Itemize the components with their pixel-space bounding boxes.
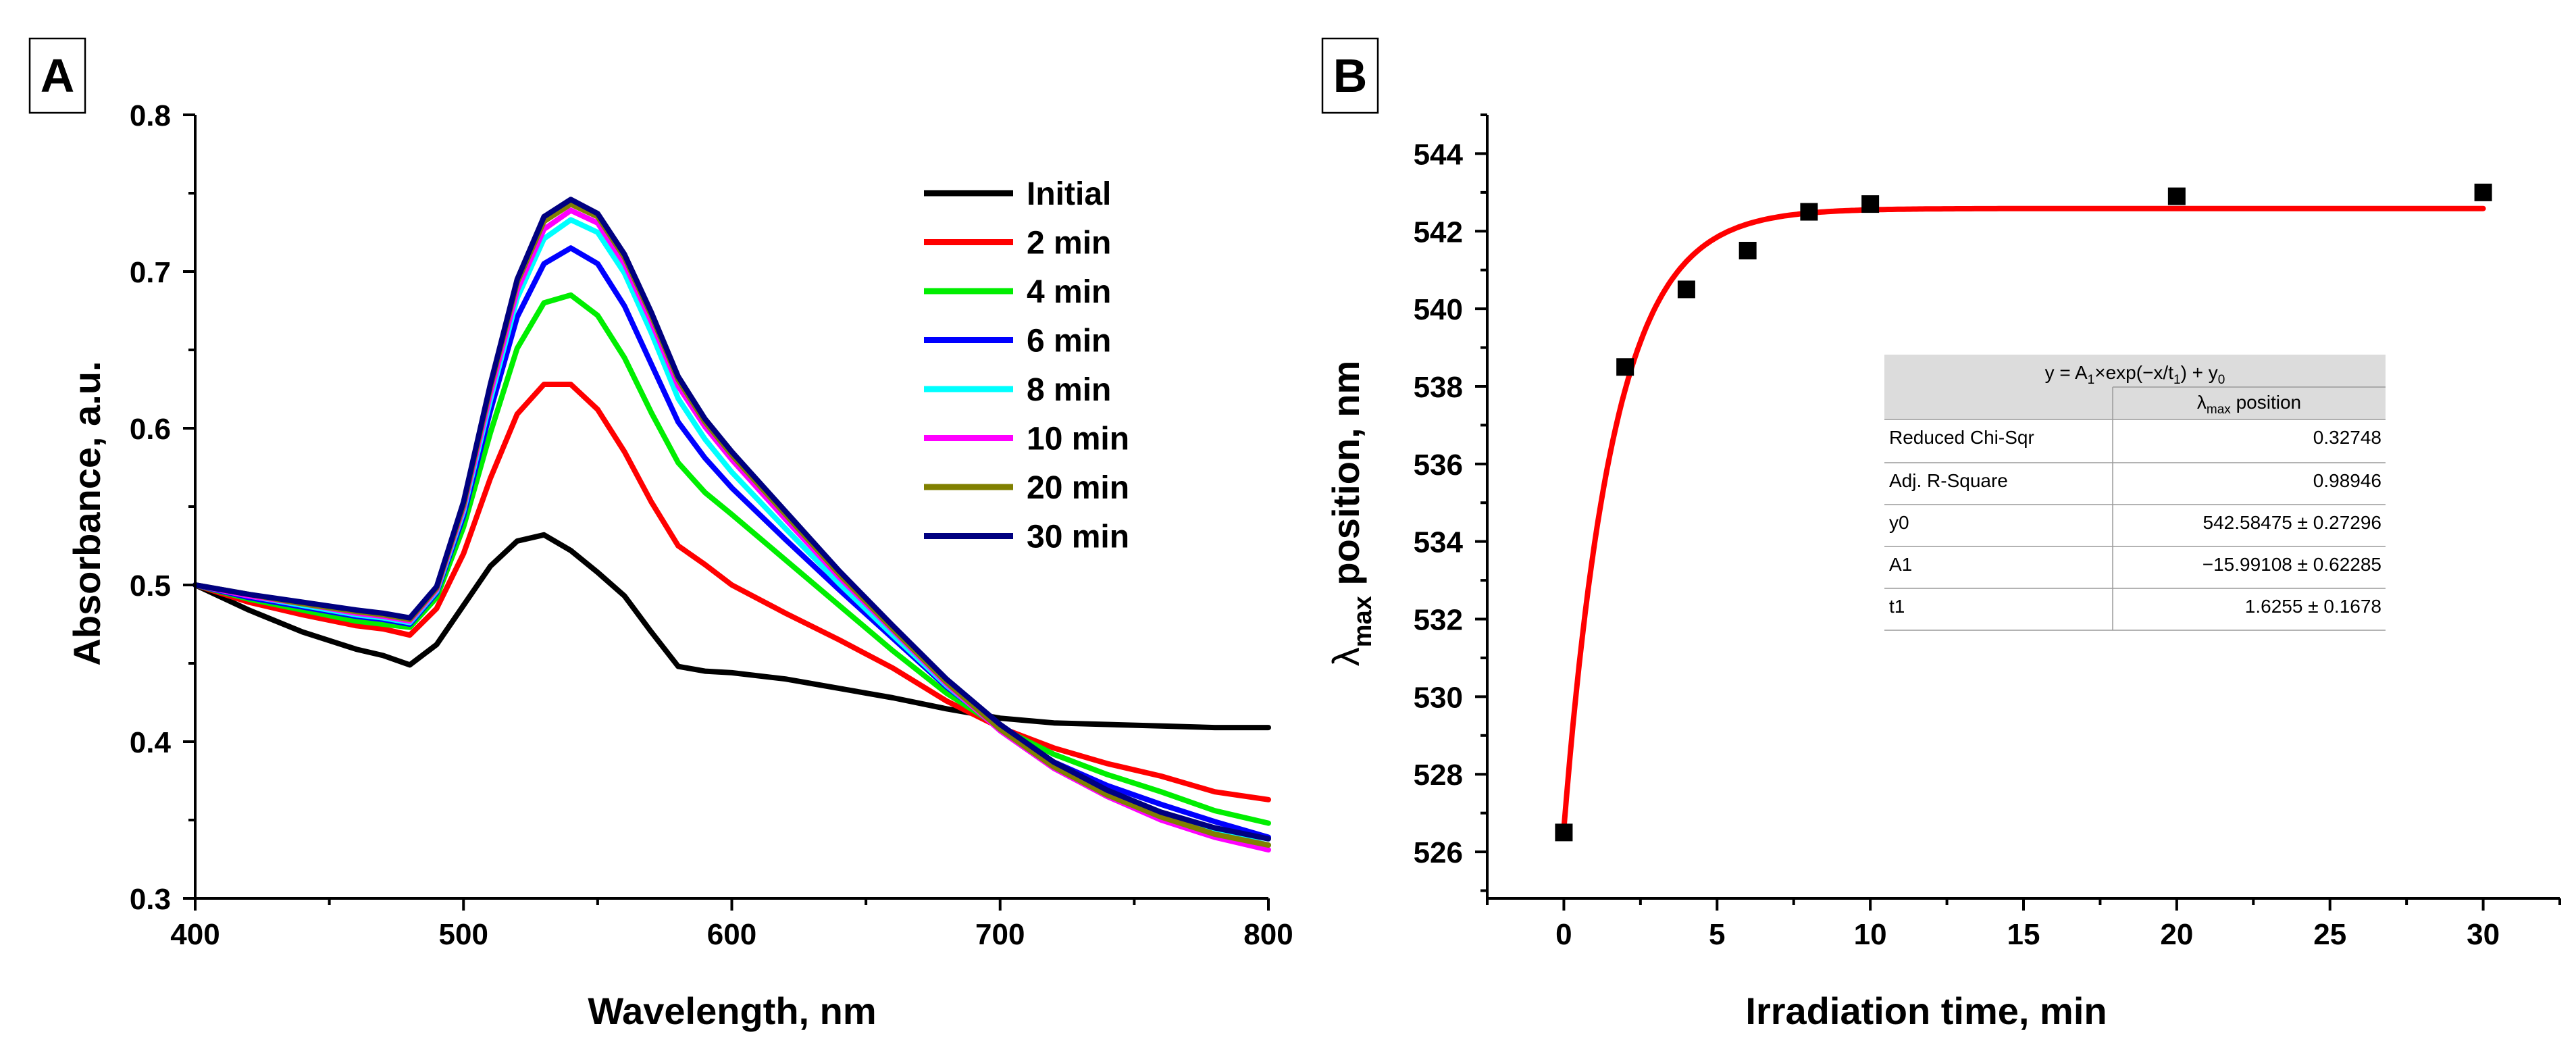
panel-b-y-tick-label: 540: [1414, 293, 1463, 326]
panel-a-label: A: [41, 49, 75, 102]
panel-a-x-tick-label: 800: [1243, 918, 1293, 951]
fit-table-row-label: Adj. R-Square: [1889, 470, 2008, 491]
fit-table-row-value: 542.58475 ± 0.27296: [2203, 512, 2382, 533]
data-point: [1800, 203, 1818, 221]
legend-label: 20 min: [1027, 470, 1129, 506]
fit-table-rows: Reduced Chi-Sqr 0.32748 Adj. R-Square 0.989…: [1889, 427, 2381, 617]
panel-a-y-tick-label: 0.5: [130, 569, 171, 603]
panel-a-plot-area: 400 500 600 700 800 0.3 0.4 0.5 0.6 0.7 0.8: [130, 99, 1293, 951]
panel-a-y-tick-label: 0.4: [130, 726, 172, 759]
panel-b-y-tick-label: 542: [1414, 215, 1463, 249]
fit-equation-sub: 1: [2173, 373, 2181, 387]
fit-table-row-value: 0.32748: [2313, 427, 2381, 448]
panel-a-x-tick-label: 400: [170, 918, 220, 951]
fit-table-column-header: λmax position: [2197, 392, 2301, 417]
panel-b-x-tick-label: 5: [1709, 918, 1725, 951]
fit-table-row-value: 1.6255 ± 0.1678: [2245, 596, 2381, 617]
legend-label: Initial: [1027, 176, 1111, 212]
fit-equation: y = A1×exp(−x/t1) + y0: [2045, 362, 2225, 387]
fit-table-row-label: y0: [1889, 512, 1909, 533]
panel-b-x-axis-title: Irradiation time, min: [1745, 990, 2107, 1032]
data-point: [1677, 280, 1695, 299]
panel-b-y-tick-label: 534: [1414, 526, 1464, 559]
panel-a: A 400 500 600 700 800 0.3 0.4 0.5 0.6 0.7 0.8 Wave…: [28, 37, 1293, 1032]
fit-table-col-rest: position: [2231, 392, 2301, 413]
data-point: [1738, 241, 1757, 259]
panel-a-y-tick-label: 0.3: [130, 883, 171, 916]
panel-b-fit-group: [1561, 205, 2486, 832]
legend-label: 4 min: [1027, 274, 1111, 310]
panel-b-y-axis-title-lambda: λ: [1324, 647, 1367, 666]
panel-b-y-tick-label: 544: [1414, 138, 1464, 171]
fit-results-table: y = A1×exp(−x/t1) + y0 λmax position Red…: [1884, 355, 2386, 631]
legend-label: 8 min: [1027, 372, 1111, 408]
panel-a-x-tick-label: 600: [707, 918, 756, 951]
panel-b-y-tick-label: 538: [1414, 371, 1463, 404]
panel-a-y-axis-title: Absorbance, a.u.: [66, 361, 108, 665]
panel-b-x-tick-label: 25: [2313, 918, 2346, 951]
panel-b-y-tick-label: 526: [1414, 836, 1463, 869]
panel-b-y-tick-label: 528: [1414, 759, 1463, 792]
panel-b-y-tick-label: 532: [1414, 604, 1463, 637]
panel-b-x-tick-label: 10: [1854, 918, 1887, 951]
fit-table-row-value: 0.98946: [2313, 470, 2381, 491]
panel-a-series-line: [192, 532, 1271, 731]
panel-b-y-tick-label: 530: [1414, 681, 1463, 714]
data-point: [2474, 183, 2492, 201]
legend-label: 6 min: [1027, 324, 1111, 359]
fit-equation-sub: 1: [2088, 373, 2095, 387]
panel-b-y-axis-title: λmax position, nm: [1324, 361, 1377, 666]
panel-a-series-group: [192, 197, 1271, 853]
panel-b-y-tick-label: 536: [1414, 449, 1463, 482]
data-point: [2167, 187, 2186, 205]
fit-table-row-label: t1: [1889, 596, 1905, 617]
panel-a-y-tick-label: 0.8: [130, 99, 171, 132]
legend-label: 2 min: [1027, 226, 1111, 261]
panel-b-x-tick-label: 15: [2007, 918, 2040, 951]
panel-b-x-tick-label: 30: [2467, 918, 2500, 951]
panel-b-axes: 0 5 10 15 20 25 305265285305325345365385405425…: [1414, 113, 2561, 951]
panel-a-y-tick-label: 0.6: [130, 413, 171, 446]
panel-a-series-line: [192, 197, 1271, 842]
data-point: [1555, 823, 1573, 842]
panel-a-x-tick-label: 500: [439, 918, 488, 951]
panel-b-label: B: [1333, 49, 1368, 102]
fit-table-col-sub: max: [2207, 403, 2231, 417]
legend-label: 10 min: [1027, 422, 1129, 457]
panel-b-x-tick-label: 20: [2160, 918, 2193, 951]
panel-a-series-line: [192, 382, 1271, 802]
fit-curve: [1561, 205, 2486, 832]
fit-equation-part: ×exp(−x/t: [2094, 362, 2173, 383]
panel-b-plot-area: 0 5 10 15 20 25 305265285305325345365385405425…: [1414, 113, 2561, 951]
panel-a-x-axis-title: Wavelength, nm: [588, 990, 876, 1032]
data-point: [1861, 195, 1880, 213]
panel-b-x-tick-label: 0: [1555, 918, 1572, 951]
panel-b-points-group: [1555, 183, 2492, 842]
fit-equation-part: y = A: [2045, 362, 2088, 383]
panel-b-label-box: [1321, 37, 1379, 114]
panel-b-y-axis-title-rest: position, nm: [1324, 361, 1367, 596]
fit-table-col-lambda: λ: [2197, 392, 2207, 413]
panel-a-legend: Initial 2 min 4 min 6 min 8 min 10 min 20 min 3…: [924, 176, 1129, 555]
fit-equation-sub: 0: [2218, 373, 2225, 387]
legend-label: 30 min: [1027, 519, 1129, 555]
fit-table-row-label: A1: [1889, 554, 1912, 575]
fit-equation-part: ) + y: [2181, 362, 2218, 383]
panel-a-y-tick-label: 0.7: [130, 256, 171, 289]
panel-a-label-box: [28, 37, 86, 114]
panel-a-axes: 400 500 600 700 800 0.3 0.4 0.5 0.6 0.7 0.8: [130, 99, 1293, 951]
data-point: [1616, 358, 1634, 376]
panel-b: B 0 5 10 15 20 25 3052652853053253453653854054…: [1321, 37, 2561, 1032]
fit-table-row-value: −15.99108 ± 0.62285: [2203, 554, 2381, 575]
panel-a-x-tick-label: 700: [975, 918, 1025, 951]
fit-table-row-label: Reduced Chi-Sqr: [1889, 427, 2034, 448]
panel-b-y-axis-title-sub: max: [1349, 596, 1377, 647]
